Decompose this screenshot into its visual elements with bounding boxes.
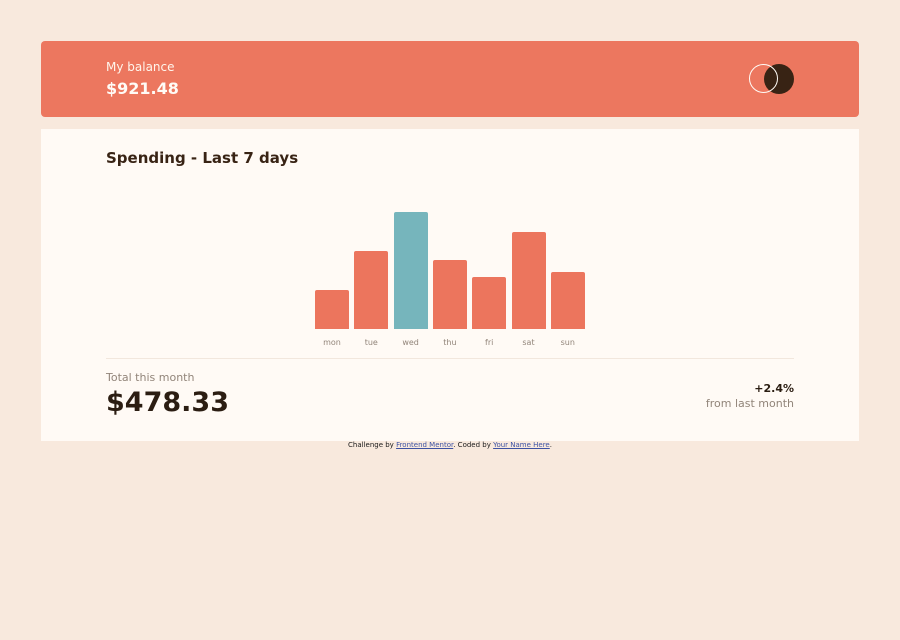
day-label-tue: tue xyxy=(364,338,378,347)
bar-wed[interactable] xyxy=(393,212,428,329)
attribution-prefix: Challenge by xyxy=(348,441,394,449)
attribution-suffix: . xyxy=(549,441,552,449)
divider xyxy=(106,358,794,359)
day-label-thu: thu xyxy=(443,338,457,347)
total-label: Total this month xyxy=(106,371,195,384)
balance-label: My balance xyxy=(106,60,175,74)
bar-fri[interactable] xyxy=(472,276,507,329)
day-label-sun: sun xyxy=(560,338,575,347)
balance-amount: $921.48 xyxy=(106,79,179,98)
bar-tue[interactable] xyxy=(354,250,389,329)
frontend-mentor-link[interactable]: Frontend Mentor xyxy=(396,441,454,449)
total-amount: $478.33 xyxy=(106,387,229,418)
day-label-sat: sat xyxy=(522,338,535,347)
balance-card: My balance $921.48 xyxy=(41,41,859,117)
day-label-wed: wed xyxy=(402,338,419,347)
day-label-fri: fri xyxy=(485,338,494,347)
day-label-mon: mon xyxy=(323,338,341,347)
change-label: from last month xyxy=(705,397,794,410)
bar-sat[interactable] xyxy=(511,232,546,329)
bar-mon[interactable] xyxy=(315,290,349,329)
logo-outline-circle xyxy=(749,64,778,93)
spending-card: Spending - Last 7 days mon tue wed thu fri sa… xyxy=(41,129,859,441)
author-link[interactable]: Your Name Here xyxy=(493,441,550,449)
attribution: Challenge by Frontend Mentor. Coded by Y… xyxy=(0,441,900,449)
attribution-middle: . Coded by xyxy=(453,441,491,449)
bar-sun[interactable] xyxy=(550,272,585,329)
change-value: +2.4% xyxy=(754,382,794,395)
logo-icon xyxy=(748,63,794,95)
spending-chart: mon tue wed thu fri sat sun xyxy=(41,129,859,359)
bar-thu[interactable] xyxy=(432,259,467,329)
spending-title: Spending - Last 7 days xyxy=(106,149,299,167)
